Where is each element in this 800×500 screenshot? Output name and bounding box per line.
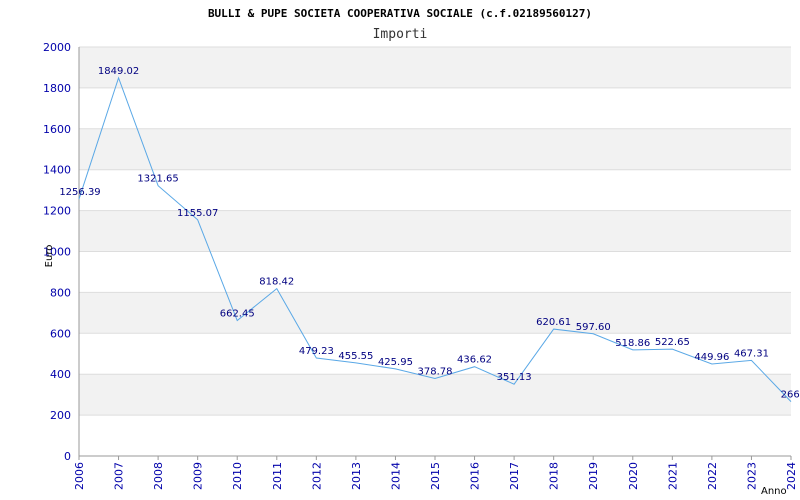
- y-tick-label: 2000: [43, 41, 71, 54]
- data-labels: 1256.39 1849.02 1321.65 1155.07 662.45 818.42…: [59, 66, 800, 401]
- data-label: 266.0: [781, 390, 800, 401]
- grid-band: [79, 210, 791, 252]
- x-tick-label: 2009: [192, 462, 205, 490]
- x-tick-label: 2024: [785, 462, 798, 490]
- x-tick-label: 2008: [152, 462, 165, 490]
- x-tick-label: 2006: [73, 462, 86, 490]
- gridlines: [79, 46, 791, 457]
- x-tick-label: 2020: [627, 462, 640, 490]
- y-tick-label: 1200: [43, 205, 71, 218]
- grid-band: [79, 374, 791, 416]
- x-tick-label: 2016: [469, 462, 482, 490]
- x-tick-label: 2014: [389, 462, 402, 490]
- data-label: 1155.07: [177, 208, 218, 219]
- data-label: 518.86: [615, 338, 650, 349]
- data-label: 662.45: [220, 309, 255, 320]
- y-tick-label: 1400: [43, 164, 71, 177]
- x-tick-label: 2019: [587, 462, 600, 490]
- data-label: 1849.02: [98, 66, 139, 77]
- x-tick-label: 2021: [666, 462, 679, 490]
- y-tick-label: 0: [64, 450, 71, 463]
- data-label: 351.13: [497, 372, 532, 383]
- x-tick-label: 2018: [548, 462, 561, 490]
- data-label: 597.60: [576, 322, 611, 333]
- series-line: [78, 76, 792, 402]
- y-tick-label: 400: [50, 368, 71, 381]
- grid-band: [79, 128, 791, 170]
- data-label: 455.55: [338, 351, 373, 362]
- data-label: 1321.65: [137, 174, 178, 185]
- chart-title: BULLI & PUPE SOCIETA COOPERATIVA SOCIALE…: [208, 7, 592, 20]
- data-label: 436.62: [457, 355, 492, 366]
- x-tick-label: 2022: [706, 462, 719, 490]
- grid-band: [79, 292, 791, 334]
- data-label: 620.61: [536, 317, 571, 328]
- y-tick-labels: 0 200 400 600 800 1000 1200 1400 1600 1800 2000: [43, 41, 71, 463]
- data-label: 467.31: [734, 348, 769, 359]
- chart-subtitle: Importi: [373, 27, 428, 42]
- x-tick-labels: 2006 2007 2008 2009 2010 2011 2012 2013 2014 2015…: [73, 456, 798, 490]
- data-label: 378.78: [418, 367, 453, 378]
- data-label: 1256.39: [59, 187, 100, 198]
- y-axis-label: Euro: [44, 245, 55, 268]
- background-bands: [79, 47, 791, 416]
- y-tick-label: 1000: [43, 246, 71, 259]
- y-tick-label: 800: [50, 286, 71, 299]
- x-tick-label: 2010: [231, 462, 244, 490]
- data-label: 425.95: [378, 357, 413, 368]
- x-tick-label: 2013: [350, 462, 363, 490]
- x-tick-label: 2023: [745, 462, 758, 490]
- data-label: 479.23: [299, 346, 334, 357]
- x-tick-label: 2012: [310, 462, 323, 490]
- y-tick-label: 1600: [43, 123, 71, 136]
- x-tick-label: 2011: [271, 462, 284, 490]
- x-axis-label: Anno: [761, 486, 787, 497]
- y-tick-label: 1800: [43, 82, 71, 95]
- grid-band: [79, 47, 791, 88]
- data-label: 449.96: [694, 352, 729, 363]
- y-tick-label: 200: [50, 409, 71, 422]
- data-label: 818.42: [259, 277, 294, 288]
- x-tick-label: 2015: [429, 462, 442, 490]
- x-tick-label: 2007: [113, 462, 126, 490]
- x-tick-label: 2017: [508, 462, 521, 490]
- y-tick-label: 600: [50, 327, 71, 340]
- data-label: 522.65: [655, 337, 690, 348]
